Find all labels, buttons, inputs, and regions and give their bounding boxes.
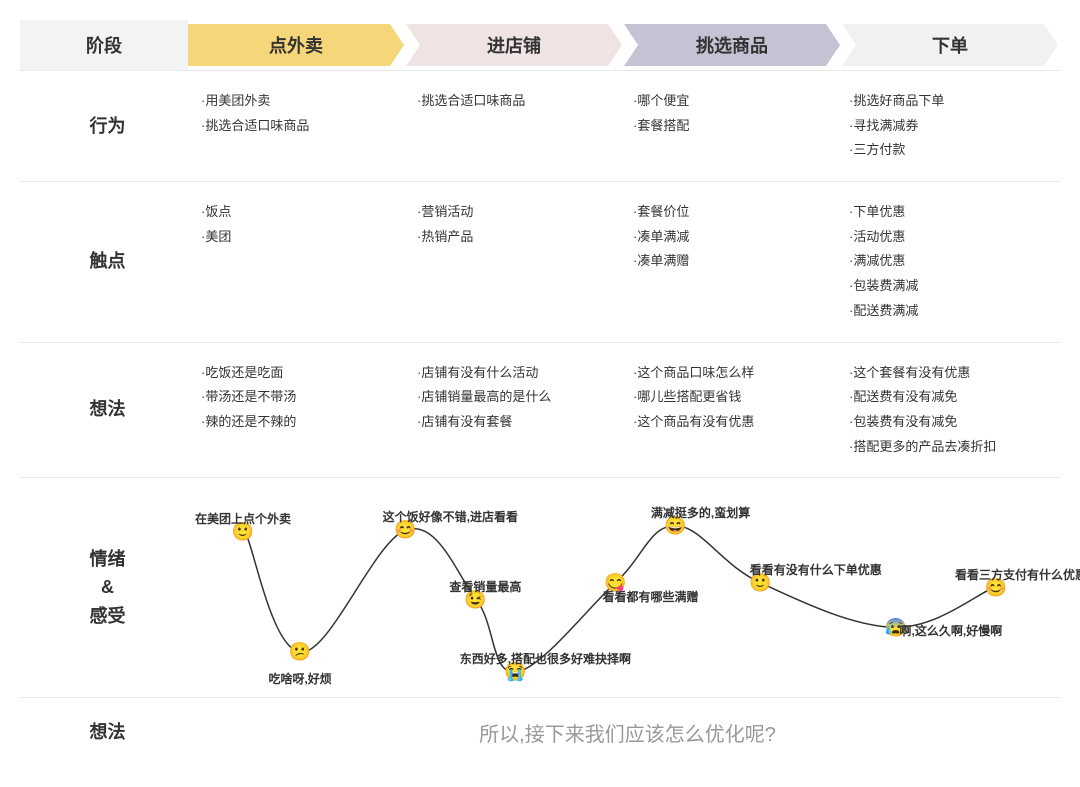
emotion-label-6: 满减挺多的,蛮划算: [651, 504, 750, 521]
cell-item: ·吃饭还是吃面: [201, 361, 401, 386]
row-behavior: 行为·用美团外卖·挑选合适口味商品·挑选合适口味商品·哪个便宜·套餐搭配·挑选好…: [20, 70, 1060, 181]
cell-touchpoint-3: ·下单优惠·活动优惠·满减优惠·包装费满减·配送费满减: [843, 182, 1059, 341]
stage-arrows: 点外卖进店铺挑选商品下单: [188, 20, 1060, 70]
cell-item: ·哪个便宜: [633, 89, 833, 114]
emotion-label-7: 看看有没有什么下单优惠: [750, 561, 882, 578]
cell-item: ·满减优惠: [849, 249, 1049, 274]
cell-item: ·这个套餐有没有优惠: [849, 361, 1049, 386]
cell-item: ·三方付款: [849, 138, 1049, 163]
cell-behavior-0: ·用美团外卖·挑选合适口味商品: [195, 71, 411, 181]
cell-touchpoint-2: ·套餐价位·凑单满减·凑单满赠: [627, 182, 843, 341]
row-label-touchpoint: 触点: [20, 182, 195, 341]
journey-map: 阶段 点外卖进店铺挑选商品下单 行为·用美团外卖·挑选合适口味商品·挑选合适口味…: [20, 20, 1060, 767]
cell-item: ·挑选好商品下单: [849, 89, 1049, 114]
cell-item: ·店铺销量最高的是什么: [417, 385, 617, 410]
cell-item: ·热销产品: [417, 225, 617, 250]
cell-touchpoint-1: ·营销活动·热销产品: [411, 182, 627, 341]
emotion-emoji-1: 😕: [289, 642, 311, 663]
cell-item: ·饭点: [201, 200, 401, 225]
cell-item: ·用美团外卖: [201, 89, 401, 114]
cell-item: ·包装费有没有减免: [849, 410, 1049, 435]
cell-item: ·挑选合适口味商品: [417, 89, 617, 114]
cell-item: ·套餐搭配: [633, 114, 833, 139]
stage-arrow-3: 下单: [842, 24, 1058, 66]
emotion-label-2: 这个饭好像不错,进店看看: [383, 508, 518, 525]
cell-thoughts-3: ·这个套餐有没有优惠·配送费有没有减免·包装费有没有减免·搭配更多的产品去凑折扣: [843, 343, 1059, 478]
cell-item: ·凑单满赠: [633, 249, 833, 274]
cell-item: ·这个商品口味怎么样: [633, 361, 833, 386]
cell-item: ·寻找满减券: [849, 114, 1049, 139]
header-row: 阶段 点外卖进店铺挑选商品下单: [20, 20, 1060, 70]
emotion-area: 🙂在美团上点个外卖😕吃啥呀,好烦😊这个饭好像不错,进店看看😉查看销量最高😭东西好…: [195, 478, 1060, 697]
row-touchpoint: 触点·饭点·美团·营销活动·热销产品·套餐价位·凑单满减·凑单满赠·下单优惠·活…: [20, 181, 1060, 341]
cell-item: ·店铺有没有套餐: [417, 410, 617, 435]
cell-item: ·哪儿些搭配更省钱: [633, 385, 833, 410]
footer-question: 所以,接下来我们应该怎么优化呢?: [195, 698, 1060, 767]
footer-row: 想法 所以,接下来我们应该怎么优化呢?: [20, 697, 1060, 767]
footer-label: 想法: [20, 698, 195, 767]
cell-item: ·辣的还是不辣的: [201, 410, 401, 435]
cell-item: ·配送费满减: [849, 299, 1049, 324]
cell-item: ·配送费有没有减免: [849, 385, 1049, 410]
cell-behavior-3: ·挑选好商品下单·寻找满减券·三方付款: [843, 71, 1059, 181]
row-label-thoughts: 想法: [20, 343, 195, 478]
cell-touchpoint-0: ·饭点·美团: [195, 182, 411, 341]
emotion-label-1: 吃啥呀,好烦: [268, 670, 331, 687]
cell-item: ·活动优惠: [849, 225, 1049, 250]
cell-item: ·挑选合适口味商品: [201, 114, 401, 139]
cell-item: ·搭配更多的产品去凑折扣: [849, 435, 1049, 460]
stage-arrow-1: 进店铺: [406, 24, 622, 66]
emotion-row: 情绪&感受 🙂在美团上点个外卖😕吃啥呀,好烦😊这个饭好像不错,进店看看😉查看销量…: [20, 477, 1060, 697]
cell-item: ·带汤还是不带汤: [201, 385, 401, 410]
cell-thoughts-1: ·店铺有没有什么活动·店铺销量最高的是什么·店铺有没有套餐: [411, 343, 627, 478]
emotion-label: 情绪&感受: [20, 478, 195, 697]
emotion-label-8: 啊,这么久啊,好慢啊: [900, 622, 1003, 639]
cell-item: ·套餐价位: [633, 200, 833, 225]
cell-item: ·凑单满减: [633, 225, 833, 250]
cell-thoughts-0: ·吃饭还是吃面·带汤还是不带汤·辣的还是不辣的: [195, 343, 411, 478]
row-thoughts: 想法·吃饭还是吃面·带汤还是不带汤·辣的还是不辣的·店铺有没有什么活动·店铺销量…: [20, 342, 1060, 478]
cell-behavior-1: ·挑选合适口味商品: [411, 71, 627, 181]
emotion-label-4: 东西好多,搭配也很多好难抉择啊: [460, 650, 631, 667]
emotion-label-5: 看看都有哪些满赠: [603, 588, 699, 605]
cell-thoughts-2: ·这个商品口味怎么样·哪儿些搭配更省钱·这个商品有没有优惠: [627, 343, 843, 478]
cell-item: ·营销活动: [417, 200, 617, 225]
emotion-label-0: 在美团上点个外卖: [195, 510, 291, 527]
cell-item: ·美团: [201, 225, 401, 250]
stage-arrow-2: 挑选商品: [624, 24, 840, 66]
row-label-behavior: 行为: [20, 71, 195, 181]
cell-item: ·这个商品有没有优惠: [633, 410, 833, 435]
emotion-label-3: 查看销量最高: [449, 578, 521, 595]
cell-item: ·店铺有没有什么活动: [417, 361, 617, 386]
cell-item: ·包装费满减: [849, 274, 1049, 299]
cell-behavior-2: ·哪个便宜·套餐搭配: [627, 71, 843, 181]
stage-arrow-0: 点外卖: [188, 24, 404, 66]
emotion-label-9: 看看三方支付有什么优惠: [955, 566, 1080, 583]
stage-label: 阶段: [20, 20, 188, 70]
cell-item: ·下单优惠: [849, 200, 1049, 225]
content-rows: 行为·用美团外卖·挑选合适口味商品·挑选合适口味商品·哪个便宜·套餐搭配·挑选好…: [20, 70, 1060, 477]
